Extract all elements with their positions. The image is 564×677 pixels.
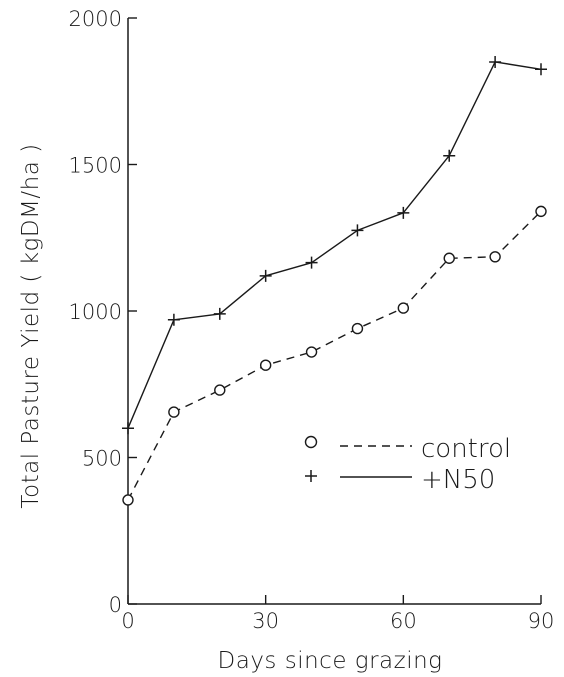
- y-tick-label: 500: [82, 447, 122, 471]
- data-point-n50: [305, 256, 318, 269]
- axes: 0 500 1000 1500 2000 0 30 60 90: [69, 7, 555, 633]
- y-tick-label: 1500: [69, 154, 122, 178]
- data-point-control: [259, 359, 272, 371]
- data-point-control: [351, 322, 364, 335]
- legend-n50-marker: [305, 470, 317, 482]
- y-tick-label: 2000: [69, 7, 122, 31]
- data-point-n50: [167, 313, 180, 326]
- legend-n50-label: +N50: [421, 465, 495, 495]
- data-point-n50: [397, 206, 410, 219]
- y-ticks: 0 500 1000 1500 2000: [69, 7, 137, 617]
- data-point-control: [305, 346, 318, 358]
- legend-control-marker: [304, 435, 318, 449]
- x-tick-label: 90: [528, 609, 555, 633]
- data-point-control: [489, 251, 501, 263]
- data-point-n50: [443, 149, 456, 162]
- data-point-control: [214, 384, 226, 396]
- data-point-control: [397, 302, 410, 314]
- y-tick-label: 0: [109, 593, 122, 617]
- x-tick-label: 0: [121, 609, 134, 633]
- data-point-control: [122, 494, 134, 506]
- y-axis-title: Total Pasture Yield ( kgDM/ha ): [18, 143, 44, 508]
- x-tick-label: 60: [390, 609, 417, 633]
- series-n50: [122, 55, 547, 435]
- y-tick-label: 1000: [69, 300, 122, 324]
- data-point-control: [443, 252, 455, 264]
- data-point-n50: [535, 63, 547, 76]
- series-layer: [122, 55, 547, 506]
- series-line-n50: [127, 61, 542, 429]
- data-point-n50: [351, 224, 364, 237]
- legend-item-n50: +N50: [305, 465, 495, 495]
- data-point-n50: [122, 422, 134, 435]
- data-point-n50: [259, 269, 272, 282]
- x-axis-title: Days since grazing: [218, 648, 443, 674]
- data-point-n50: [213, 307, 226, 320]
- data-point-n50: [489, 55, 502, 68]
- legend: control +N50: [304, 434, 511, 495]
- x-tick-label: 30: [252, 609, 279, 633]
- series-control: [122, 205, 547, 506]
- data-point-control: [535, 205, 547, 218]
- legend-item-control: control: [304, 434, 511, 464]
- data-point-control: [168, 406, 180, 418]
- x-ticks: 0 30 60 90: [121, 595, 554, 633]
- legend-control-label: control: [421, 434, 511, 464]
